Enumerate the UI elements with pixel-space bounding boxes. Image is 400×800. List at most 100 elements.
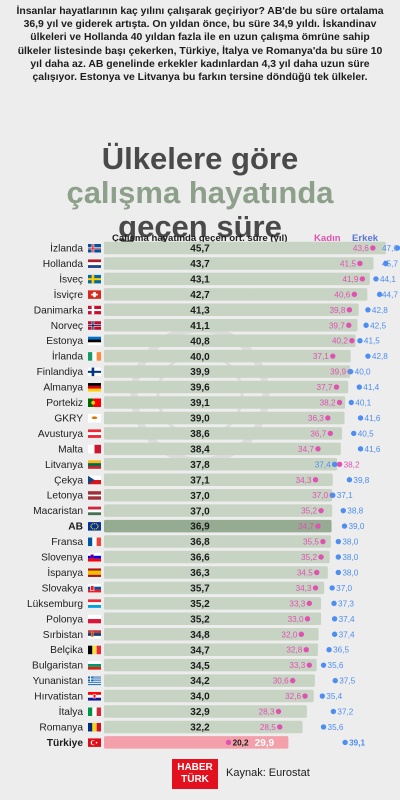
- men-value-be: 36,5: [333, 646, 349, 655]
- men-value-si: 38,0: [342, 553, 358, 562]
- women-value-hu: 35,2: [301, 507, 317, 516]
- women-dot-it: [275, 708, 282, 715]
- women-dot-si: [318, 554, 324, 560]
- flag-mt: [88, 444, 101, 454]
- flag-pt: [88, 398, 101, 407]
- flag-no: [88, 321, 101, 330]
- men-dot-fi: [347, 368, 354, 375]
- women-dot-ro: [277, 724, 283, 730]
- men-value-lv: 37,1: [337, 491, 353, 500]
- bar-total-be: [104, 643, 318, 656]
- men-value-gr: 37,5: [339, 677, 355, 686]
- women-value-fi: 39,9: [330, 368, 346, 377]
- total-value-pl: 35,2: [190, 614, 210, 625]
- men-value-it: 37,2: [337, 708, 353, 717]
- women-dot-mt: [315, 446, 321, 452]
- women-dot-dk: [346, 307, 353, 313]
- bar-total-si: [104, 550, 330, 564]
- country-label-be: Belçika: [50, 645, 83, 656]
- flag-dk: [88, 305, 101, 315]
- men-dot-eu: [341, 523, 348, 529]
- men-dot-fr: [335, 538, 342, 545]
- flag-lu: [88, 599, 101, 608]
- men-value-cz: 39,8: [353, 476, 369, 485]
- men-dot-sk: [329, 585, 335, 591]
- flag-bg: [88, 661, 101, 670]
- bar-total-pl: [104, 612, 322, 626]
- total-value-ro: 32,2: [190, 723, 210, 734]
- total-value-eu: 36,9: [190, 522, 210, 533]
- men-value-eu: 39,0: [349, 522, 365, 531]
- total-value-pt: 39,1: [190, 398, 210, 409]
- women-value-cz: 34,3: [296, 476, 312, 485]
- bar-total-no: [104, 319, 358, 332]
- flag-cy: [88, 413, 101, 423]
- men-value-ee: 41,5: [364, 337, 380, 346]
- flag-hr: [88, 692, 101, 701]
- men-dot-cz: [346, 477, 353, 483]
- women-value-ro: 28,5: [260, 723, 276, 732]
- flag-hu: [88, 506, 101, 516]
- men-value-pt: 40,1: [355, 399, 371, 408]
- bar-total-is: [104, 241, 386, 255]
- men-value-hr: 35,4: [326, 692, 342, 701]
- women-dot-cy: [325, 415, 331, 421]
- bar-total-lt: [104, 458, 338, 471]
- legend-women: Kadın: [314, 233, 341, 244]
- women-dot-tr: [225, 739, 232, 746]
- total-value-se: 43,1: [190, 275, 210, 286]
- flag-ee: [88, 336, 101, 346]
- flag-tr: [88, 738, 101, 747]
- women-value-nl: 41,5: [340, 259, 356, 268]
- bar-total-fr: [104, 535, 331, 548]
- bar-total-lu: [104, 597, 322, 610]
- men-dot-gr: [332, 677, 338, 684]
- women-value-rs: 32,0: [281, 630, 297, 639]
- men-dot-tr: [342, 739, 348, 746]
- women-dot-hu: [318, 507, 324, 514]
- women-dot-no: [346, 322, 352, 328]
- country-label-fi: Finlandiya: [37, 367, 84, 378]
- bar-total-fi: [104, 365, 351, 378]
- country-label-cz: Çekya: [54, 475, 83, 486]
- country-label-dk: Danimarka: [34, 305, 84, 316]
- men-dot-dk: [365, 307, 371, 313]
- country-label-ie: İrlanda: [52, 350, 83, 363]
- men-value-se: 44,1: [380, 275, 396, 284]
- country-label-rs: Sırbistan: [43, 630, 83, 641]
- men-dot-cy: [357, 415, 364, 421]
- country-label-se: İsveç: [59, 272, 83, 285]
- women-value-be: 32,8: [286, 646, 302, 655]
- women-value-se: 41,9: [342, 275, 358, 284]
- women-value-tr: 20,2: [233, 738, 249, 747]
- women-dot-gr: [290, 677, 296, 684]
- country-label-bg: Bulgaristan: [32, 661, 83, 672]
- country-label-at: Avusturya: [38, 429, 83, 440]
- flag-ro: [88, 722, 101, 732]
- country-label-ch: İsviçre: [54, 288, 84, 301]
- men-value-cy: 41,6: [365, 414, 381, 423]
- men-dot-be: [326, 647, 332, 653]
- women-value-hr: 32,6: [285, 692, 301, 701]
- chart-title: Çalışma hayatında geçen ort. süre (yıl): [112, 233, 288, 244]
- men-value-dk: 42,8: [372, 306, 388, 315]
- flag-nl: [88, 259, 101, 268]
- flag-pl: [88, 614, 101, 624]
- total-value-mt: 38,4: [190, 444, 210, 455]
- men-dot-no: [363, 322, 369, 328]
- watermark-circle: [130, 325, 270, 465]
- women-value-sk: 34,3: [296, 584, 312, 593]
- men-value-at: 40,5: [358, 429, 374, 438]
- total-value-lu: 35,2: [190, 599, 210, 610]
- men-dot-bg: [320, 662, 327, 668]
- women-value-mt: 34,7: [298, 445, 314, 454]
- men-dot-lu: [331, 600, 337, 607]
- men-value-pl: 37,4: [339, 615, 355, 624]
- bar-total-hu: [104, 504, 333, 517]
- bar-total-nl: [104, 257, 374, 270]
- women-value-es: 34,5: [297, 568, 313, 577]
- bar-total-mt: [104, 442, 341, 456]
- men-value-mt: 41,6: [365, 445, 381, 454]
- men-dot-pt: [348, 399, 354, 406]
- country-label-es: İspanya: [47, 566, 83, 579]
